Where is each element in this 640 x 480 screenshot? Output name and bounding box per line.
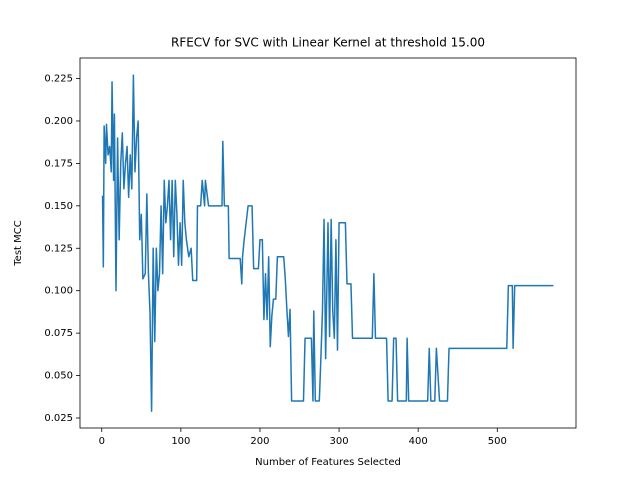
y-tick-label: 0.125 bbox=[44, 243, 73, 254]
plot-frame bbox=[79, 57, 577, 429]
x-tick-label: 300 bbox=[330, 436, 349, 447]
y-tick-label: 0.050 bbox=[44, 371, 73, 382]
x-tick-label: 400 bbox=[409, 436, 428, 447]
y-tick-label: 0.175 bbox=[44, 158, 73, 169]
y-tick-label: 0.225 bbox=[44, 74, 73, 85]
y-tick-label: 0.025 bbox=[44, 413, 73, 424]
x-tick-label: 100 bbox=[171, 436, 190, 447]
chart-title: RFECV for SVC with Linear Kernel at thre… bbox=[171, 36, 485, 50]
data-line bbox=[101, 74, 554, 412]
x-axis-label: Number of Features Selected bbox=[255, 457, 401, 468]
y-tick-label: 0.150 bbox=[44, 201, 73, 212]
y-tick-label: 0.200 bbox=[44, 116, 73, 127]
x-tick-label: 500 bbox=[488, 436, 507, 447]
y-tick-label: 0.100 bbox=[44, 286, 73, 297]
y-tick-label: 0.075 bbox=[44, 328, 73, 339]
x-tick-label: 0 bbox=[99, 436, 105, 447]
y-axis-label: Test MCC bbox=[13, 220, 24, 266]
x-tick-label: 200 bbox=[250, 436, 269, 447]
